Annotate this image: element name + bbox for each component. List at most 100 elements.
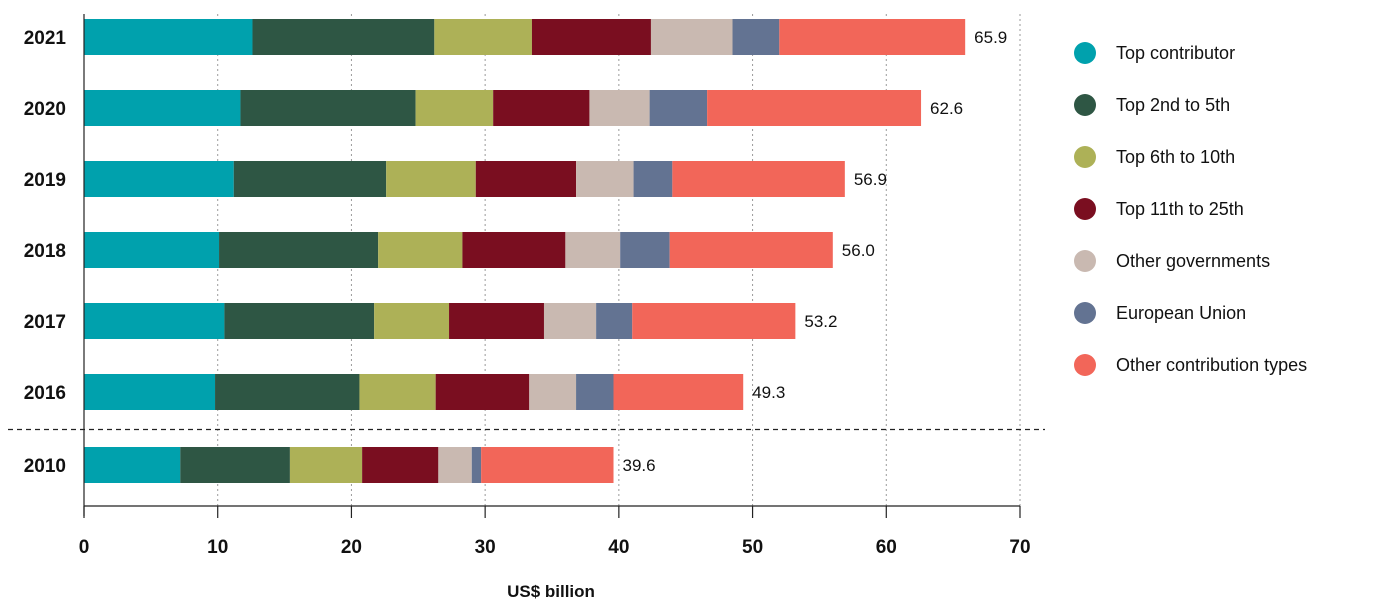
legend-swatch <box>1074 94 1096 116</box>
bar-segment <box>707 90 922 126</box>
bar-segment <box>180 447 290 483</box>
bar-segment <box>434 19 532 55</box>
total-label: 56.0 <box>842 241 875 260</box>
y-tick-label: 2019 <box>24 170 66 191</box>
total-label: 49.3 <box>752 383 785 402</box>
legend-label: Top 11th to 25th <box>1116 198 1244 219</box>
bar-segment <box>449 303 544 339</box>
legend-label: Top 2nd to 5th <box>1116 94 1231 115</box>
bar-segment <box>224 303 375 339</box>
y-tick-label: 2018 <box>24 241 66 262</box>
legend-label: Top 6th to 10th <box>1116 146 1236 167</box>
bar-segment <box>374 303 450 339</box>
y-tick-label: 2017 <box>24 312 66 333</box>
bar-segment <box>633 161 673 197</box>
legend-item: European Union <box>1074 288 1307 338</box>
bar-segment <box>475 161 577 197</box>
bar-segment <box>233 161 387 197</box>
bar-group-2016 <box>84 374 744 410</box>
x-tick-label: 50 <box>742 537 763 558</box>
total-label: 56.9 <box>854 170 887 189</box>
legend-item: Other governments <box>1074 236 1307 286</box>
bar-segment <box>215 374 360 410</box>
bar-segment <box>531 19 651 55</box>
bar-group-2020 <box>84 90 922 126</box>
bar-group-2021 <box>84 19 966 55</box>
bar-segment <box>672 161 845 197</box>
bar-segment <box>596 303 633 339</box>
bar-segment <box>435 374 530 410</box>
bar-segment <box>84 90 241 126</box>
bar-segment <box>240 90 416 126</box>
y-tick-label: 2020 <box>24 99 66 120</box>
bar-segment <box>471 447 482 483</box>
bar-segment <box>84 19 253 55</box>
bar-segment <box>289 447 363 483</box>
bar-segment <box>415 90 494 126</box>
bar-segment <box>84 232 220 268</box>
bar-segment <box>779 19 966 55</box>
bar-segment <box>386 161 476 197</box>
bar-segment <box>84 447 181 483</box>
y-tick-label: 2021 <box>24 28 67 49</box>
bar-segment <box>669 232 833 268</box>
bar-segment <box>529 374 577 410</box>
total-label: 62.6 <box>930 99 963 118</box>
total-label: 53.2 <box>804 312 837 331</box>
legend-swatch <box>1074 146 1096 168</box>
bar-segment <box>576 374 614 410</box>
legend-item: Top 6th to 10th <box>1074 132 1307 182</box>
bar-segment <box>84 303 225 339</box>
bar-segment <box>362 447 439 483</box>
bar-group-2017 <box>84 303 796 339</box>
bar-segment <box>565 232 621 268</box>
x-tick-label: 20 <box>341 537 362 558</box>
legend-item: Top contributor <box>1074 28 1307 78</box>
bar-segment <box>359 374 436 410</box>
x-tick-label: 70 <box>1009 537 1030 558</box>
bar-segment <box>84 374 216 410</box>
bar-segment <box>438 447 472 483</box>
y-axis-ticks: 2021 2020 2019 2018 2017 2016 2010 <box>24 28 67 477</box>
x-tick-label: 10 <box>207 537 228 558</box>
legend-swatch <box>1074 42 1096 64</box>
legend-item: Other contribution types <box>1074 340 1307 390</box>
legend-item: Top 2nd to 5th <box>1074 80 1307 130</box>
bar-segment <box>576 161 634 197</box>
bar-segment <box>543 303 597 339</box>
stacked-bar-chart: 65.962.656.956.053.249.339.6 20212020201… <box>8 14 1045 601</box>
bar-segment <box>732 19 780 55</box>
y-tick-label: 2010 <box>24 456 66 477</box>
bar-segment <box>84 161 234 197</box>
x-tick-label: 0 <box>79 537 90 558</box>
bar-segment <box>620 232 670 268</box>
legend-swatch <box>1074 198 1096 220</box>
bar-group-2010 <box>84 447 614 483</box>
legend-swatch <box>1074 354 1096 376</box>
total-labels: 65.9 62.6 56.9 56.0 53.2 49.3 39.6 <box>623 28 1008 475</box>
bar-segment <box>613 374 744 410</box>
legend-swatch <box>1074 302 1096 324</box>
total-label: 65.9 <box>974 28 1007 47</box>
bar-segment <box>462 232 566 268</box>
total-label: 39.6 <box>623 456 656 475</box>
legend-item: Top 11th to 25th <box>1074 184 1307 234</box>
legend-label: Top contributor <box>1116 42 1236 63</box>
bar-segment <box>252 19 435 55</box>
bar-segment <box>650 19 733 55</box>
x-tick-label: 40 <box>608 537 629 558</box>
legend-label: Other governments <box>1116 250 1271 271</box>
bar-segment <box>649 90 708 126</box>
x-axis-label: US$ billion <box>507 582 595 601</box>
bar-segment <box>493 90 590 126</box>
bar-segment <box>378 232 463 268</box>
bar-segment <box>481 447 614 483</box>
x-tick-label: 60 <box>876 537 897 558</box>
bar-segment <box>632 303 796 339</box>
legend-swatch <box>1074 250 1096 272</box>
legend-label: European Union <box>1116 302 1247 323</box>
x-axis: 0 10 20 30 40 50 60 70 <box>79 14 1031 558</box>
x-tick-label: 30 <box>475 537 496 558</box>
bars <box>84 19 966 483</box>
bar-group-2018 <box>84 232 833 268</box>
